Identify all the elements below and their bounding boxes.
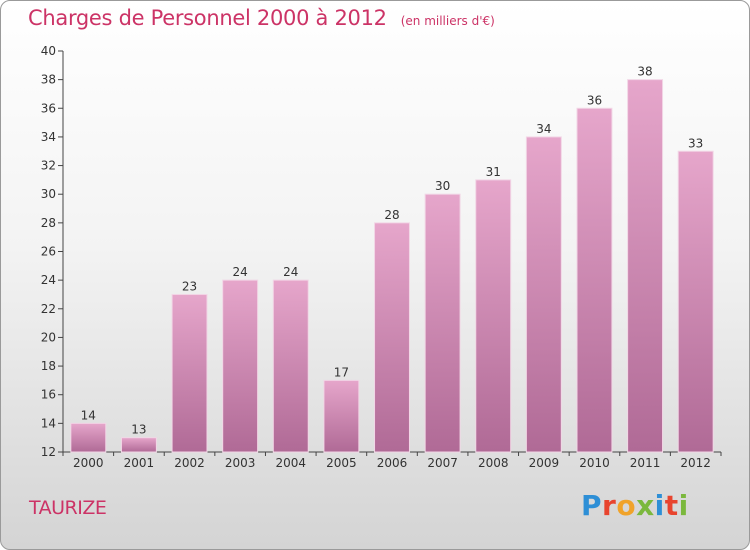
x-tick-label: 2008 (478, 456, 509, 470)
y-tick-label: 34 (41, 130, 56, 144)
y-tick-label: 22 (41, 302, 56, 316)
bar (525, 136, 562, 453)
logo-letter: P (581, 489, 603, 522)
commune-name: TAURIZE (29, 497, 107, 519)
x-tick-label: 2006 (377, 456, 408, 470)
bar-value-label: 13 (131, 423, 146, 437)
y-tick-label: 20 (41, 330, 56, 344)
x-tick-label: 2011 (630, 456, 661, 470)
y-tick-label: 40 (41, 44, 56, 58)
bar-value-label: 23 (182, 279, 197, 293)
x-tick-label: 2005 (326, 456, 357, 470)
x-tick-label: 2002 (174, 456, 205, 470)
bar (171, 293, 208, 453)
bar-value-label: 33 (688, 136, 703, 150)
logo-letter: r (602, 489, 617, 522)
bar-value-label: 34 (536, 122, 551, 136)
x-tick-label: 2010 (579, 456, 610, 470)
chart-subtitle: (en milliers d'€) (400, 14, 495, 28)
x-tick-label: 2009 (529, 456, 560, 470)
y-tick-label: 24 (41, 273, 56, 287)
chart-title: Charges de Personnel 2000 à 2012 (28, 6, 387, 30)
y-tick-label: 16 (41, 388, 56, 402)
bar (272, 279, 309, 453)
bar-value-label: 24 (283, 265, 298, 279)
bar (627, 79, 664, 453)
bar-value-label: 38 (637, 65, 652, 79)
y-tick-label: 12 (41, 445, 56, 459)
bar-value-label: 14 (81, 408, 96, 422)
logo-letter: i (678, 489, 689, 522)
chart-bars (70, 79, 714, 453)
chart-labels: 2000 14 2001 13 2002 23 2003 24 2004 24 2005 17 2006… (73, 65, 711, 470)
bar (374, 222, 410, 453)
x-tick-label: 2004 (275, 456, 306, 470)
logo-letter: i (654, 489, 665, 522)
logo-letter: o (616, 489, 637, 522)
proxiti-logo: Proxiti (581, 489, 689, 522)
bar (677, 150, 714, 453)
y-tick-label: 38 (41, 73, 56, 87)
bar-value-label: 17 (334, 365, 349, 379)
bar-value-label: 28 (384, 208, 399, 222)
y-tick-label: 36 (41, 101, 56, 115)
bar (475, 179, 512, 453)
bar (70, 422, 107, 453)
x-tick-label: 2001 (124, 456, 155, 470)
y-tick-label: 14 (41, 416, 56, 430)
x-tick-label: 2007 (427, 456, 458, 470)
bar-value-label: 24 (233, 265, 248, 279)
title-row: Charges de Personnel 2000 à 2012 (en mill… (28, 6, 495, 30)
x-tick-label: 2012 (680, 456, 711, 470)
bar (576, 107, 613, 453)
x-tick-label: 2000 (73, 456, 104, 470)
bar (222, 279, 259, 453)
bar-value-label: 30 (435, 179, 450, 193)
y-tick-label: 32 (41, 159, 56, 173)
chart-axes: 12 14 16 18 20 22 24 26 28 30 32 34 36 38 40 (41, 44, 722, 459)
bar-value-label: 31 (486, 165, 501, 179)
x-tick-label: 2003 (225, 456, 256, 470)
bar-value-label: 36 (587, 93, 602, 107)
y-tick-label: 30 (41, 187, 56, 201)
logo-letter: x (636, 489, 655, 522)
logo-letter: t (664, 489, 679, 522)
y-tick-label: 18 (41, 359, 56, 373)
y-tick-label: 26 (41, 245, 56, 259)
bar (424, 193, 461, 453)
bar (323, 379, 360, 453)
bar (120, 437, 157, 453)
y-tick-label: 28 (41, 216, 56, 230)
